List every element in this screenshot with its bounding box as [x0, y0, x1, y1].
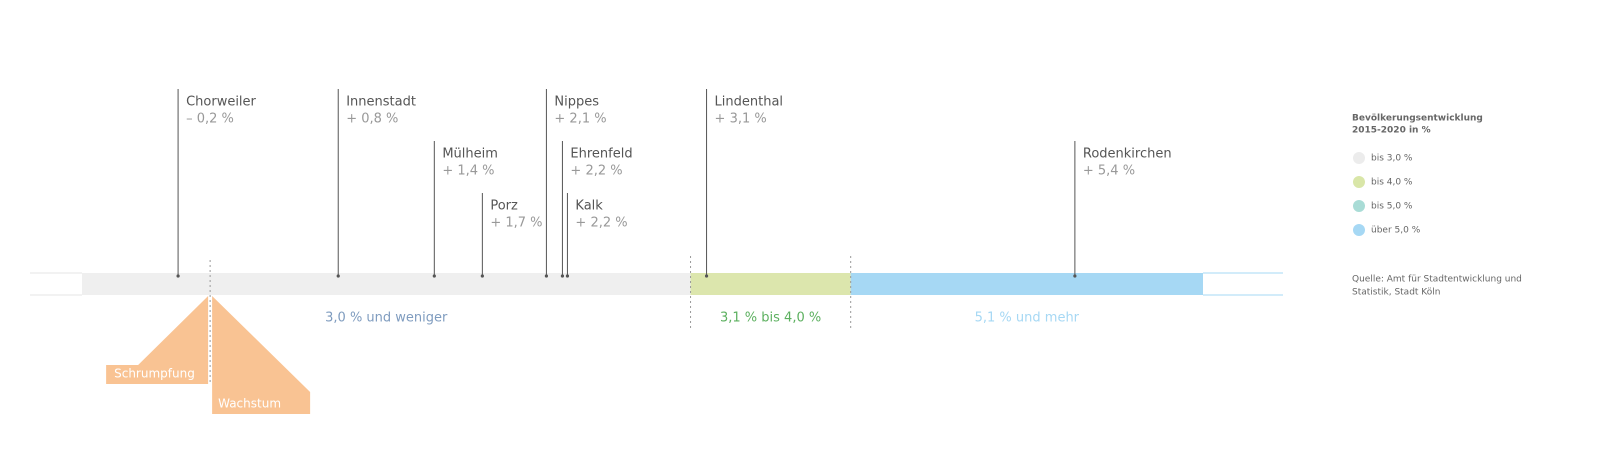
legend-swatch [1353, 152, 1365, 164]
value-label: – 0,2 % [186, 112, 234, 127]
band-label: 5,1 % und mehr [975, 311, 1080, 326]
legend-label: bis 3,0 % [1371, 154, 1413, 164]
marker-dot [1073, 274, 1077, 278]
marker-dot [432, 274, 436, 278]
value-label: + 2,2 % [570, 164, 622, 179]
district-name: Innenstadt [346, 95, 416, 110]
district-name: Chorweiler [186, 95, 256, 110]
marker-dot [704, 274, 709, 278]
band [82, 273, 691, 295]
value-label: + 0,8 % [346, 112, 398, 127]
district-name: Kalk [575, 199, 603, 214]
district-name: Porz [490, 199, 518, 214]
source: Statistik, Stadt Köln [1352, 288, 1440, 298]
value-label: + 2,2 % [575, 216, 627, 231]
legend-label: bis 5,0 % [1371, 202, 1413, 212]
legend-label: über 5,0 % [1371, 226, 1421, 236]
value-label: + 1,7 % [490, 216, 542, 231]
marker-dot [565, 274, 570, 278]
marker-dot [480, 274, 484, 278]
district-name: Mülheim [442, 147, 498, 162]
district-name: Rodenkirchen [1083, 147, 1172, 162]
legend-swatch [1353, 176, 1365, 188]
marker-dot [336, 274, 340, 278]
legend-label: bis 4,0 % [1371, 178, 1413, 188]
legend-swatch [1353, 200, 1365, 212]
value-label: + 1,4 % [442, 164, 494, 179]
marker-dot [176, 274, 180, 278]
legend-title: 2015-2020 in % [1352, 126, 1431, 136]
value-label: + 5,4 % [1083, 164, 1135, 179]
marker-dot [544, 274, 549, 278]
growth-label: Wachstum [218, 397, 281, 411]
shrink-shape [106, 296, 209, 384]
legend-swatch [1353, 224, 1365, 236]
legend-title: Bevölkerungsentwicklung [1352, 114, 1483, 124]
band [850, 273, 1203, 295]
source: Quelle: Amt für Stadtentwicklung und [1352, 275, 1522, 285]
district-name: Lindenthal [715, 95, 784, 110]
district-name: Nippes [554, 95, 599, 110]
band-label: 3,1 % bis 4,0 % [720, 311, 821, 326]
value-label: + 3,1 % [715, 112, 767, 127]
marker-dot [560, 274, 565, 278]
growth-shape [212, 296, 311, 414]
band-label: 3,0 % und weniger [325, 311, 448, 326]
shrink-label: Schrumpfung [114, 367, 195, 381]
value-label: + 2,1 % [554, 112, 606, 127]
band [690, 273, 851, 295]
district-name: Ehrenfeld [570, 147, 632, 162]
